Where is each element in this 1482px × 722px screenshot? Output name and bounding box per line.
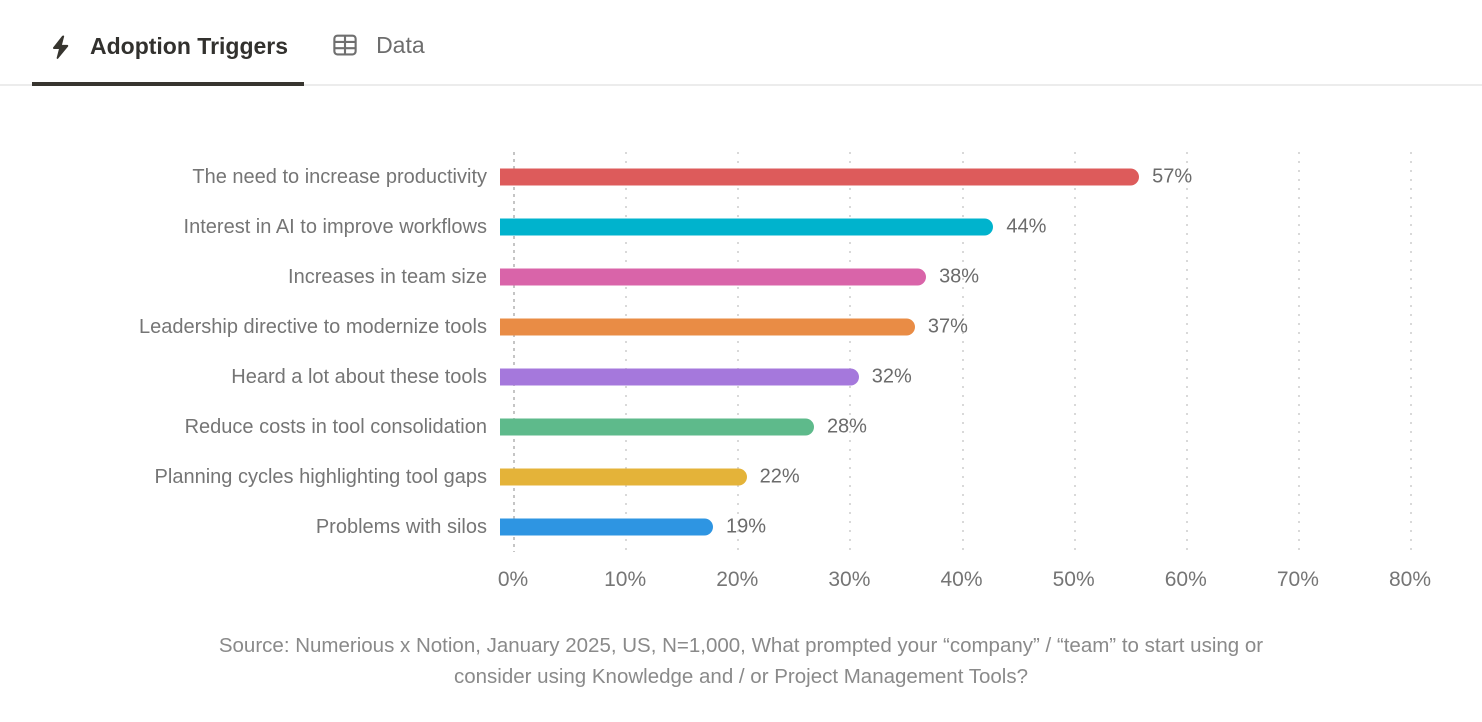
source-line-2: consider using Knowledge and / or Projec… [454,665,1028,688]
bar-track: 22% [500,452,1397,502]
bar-value-label: 38% [939,265,980,288]
bar-row: Heard a lot about these tools 32% [0,352,1482,402]
bar-track: 38% [500,252,1397,302]
category-label: Interest in AI to improve workflows [183,215,487,238]
bar-track: 57% [500,152,1397,202]
bar [500,368,859,386]
bar-track: 37% [500,302,1397,352]
bar [500,318,915,336]
category-label: Reduce costs in tool consolidation [184,415,487,438]
chart-area: The need to increase productivity 57% Inte… [0,152,1482,692]
bar-track: 44% [500,202,1397,252]
category-label: Increases in team size [288,265,487,288]
x-tick-label: 20% [716,568,759,591]
category-label: Leadership directive to modernize tools [139,315,487,338]
lightning-bolt-icon [48,34,74,60]
bar-track: 32% [500,352,1397,402]
x-tick-label: 50% [1052,568,1095,591]
bar [500,168,1140,186]
x-axis-ticks: 0% 10% 20% 30% 40% 50% 60% 70% 80% [498,568,1431,594]
bar [500,518,714,536]
bar-row: Planning cycles highlighting tool gaps 22… [0,452,1482,502]
bar-track: 19% [500,502,1397,552]
bar-row: Leadership directive to modernize tools 3… [0,302,1482,352]
bar-rows: The need to increase productivity 57% Inte… [0,152,1482,552]
bar-track: 28% [500,402,1397,452]
bar-value-label: 32% [871,365,912,388]
bar-value-label: 44% [1006,215,1047,238]
source-caption: Source: Numerious x Notion, January 2025… [0,630,1482,692]
source-line-1: Source: Numerious x Notion, January 2025… [218,634,1264,657]
x-tick-label: 80% [1388,568,1432,591]
x-tick-label: 40% [940,568,983,591]
table-icon [330,30,360,60]
bar-value-label: 28% [826,415,867,438]
tab-adoption-triggers[interactable]: Adoption Triggers [32,33,305,86]
bar-row: Increases in team size 38% [0,252,1482,302]
x-tick-label: 60% [1164,568,1207,591]
bar-value-label: 19% [726,515,767,538]
bar [500,218,994,236]
x-tick-label: 70% [1276,568,1319,591]
x-tick-label: 30% [828,568,871,591]
bar-value-label: 22% [759,465,800,488]
category-label: Problems with silos [315,515,487,538]
bar-row: Reduce costs in tool consolidation 28% [0,402,1482,452]
tab-data[interactable]: Data [314,30,441,86]
bar-chart: The need to increase productivity 57% Inte… [0,152,1482,552]
x-tick-label: 0% [497,568,529,591]
bar-row: Interest in AI to improve workflows 44% [0,202,1482,252]
bar-row: Problems with silos 19% [0,502,1482,552]
bar-value-label: 37% [927,315,968,338]
bar-value-label: 57% [1152,165,1193,188]
category-label: The need to increase productivity [192,165,487,188]
bar-row: The need to increase productivity 57% [0,152,1482,202]
x-tick-label: 10% [604,568,647,591]
category-label: Planning cycles highlighting tool gaps [154,465,487,488]
category-label: Heard a lot about these tools [231,365,487,388]
tab-label: Data [376,31,425,58]
tab-label: Adoption Triggers [90,33,289,59]
bar [500,418,814,436]
tab-bar: Adoption Triggers Data [0,0,1482,86]
bar [500,268,927,286]
bar [500,468,747,486]
